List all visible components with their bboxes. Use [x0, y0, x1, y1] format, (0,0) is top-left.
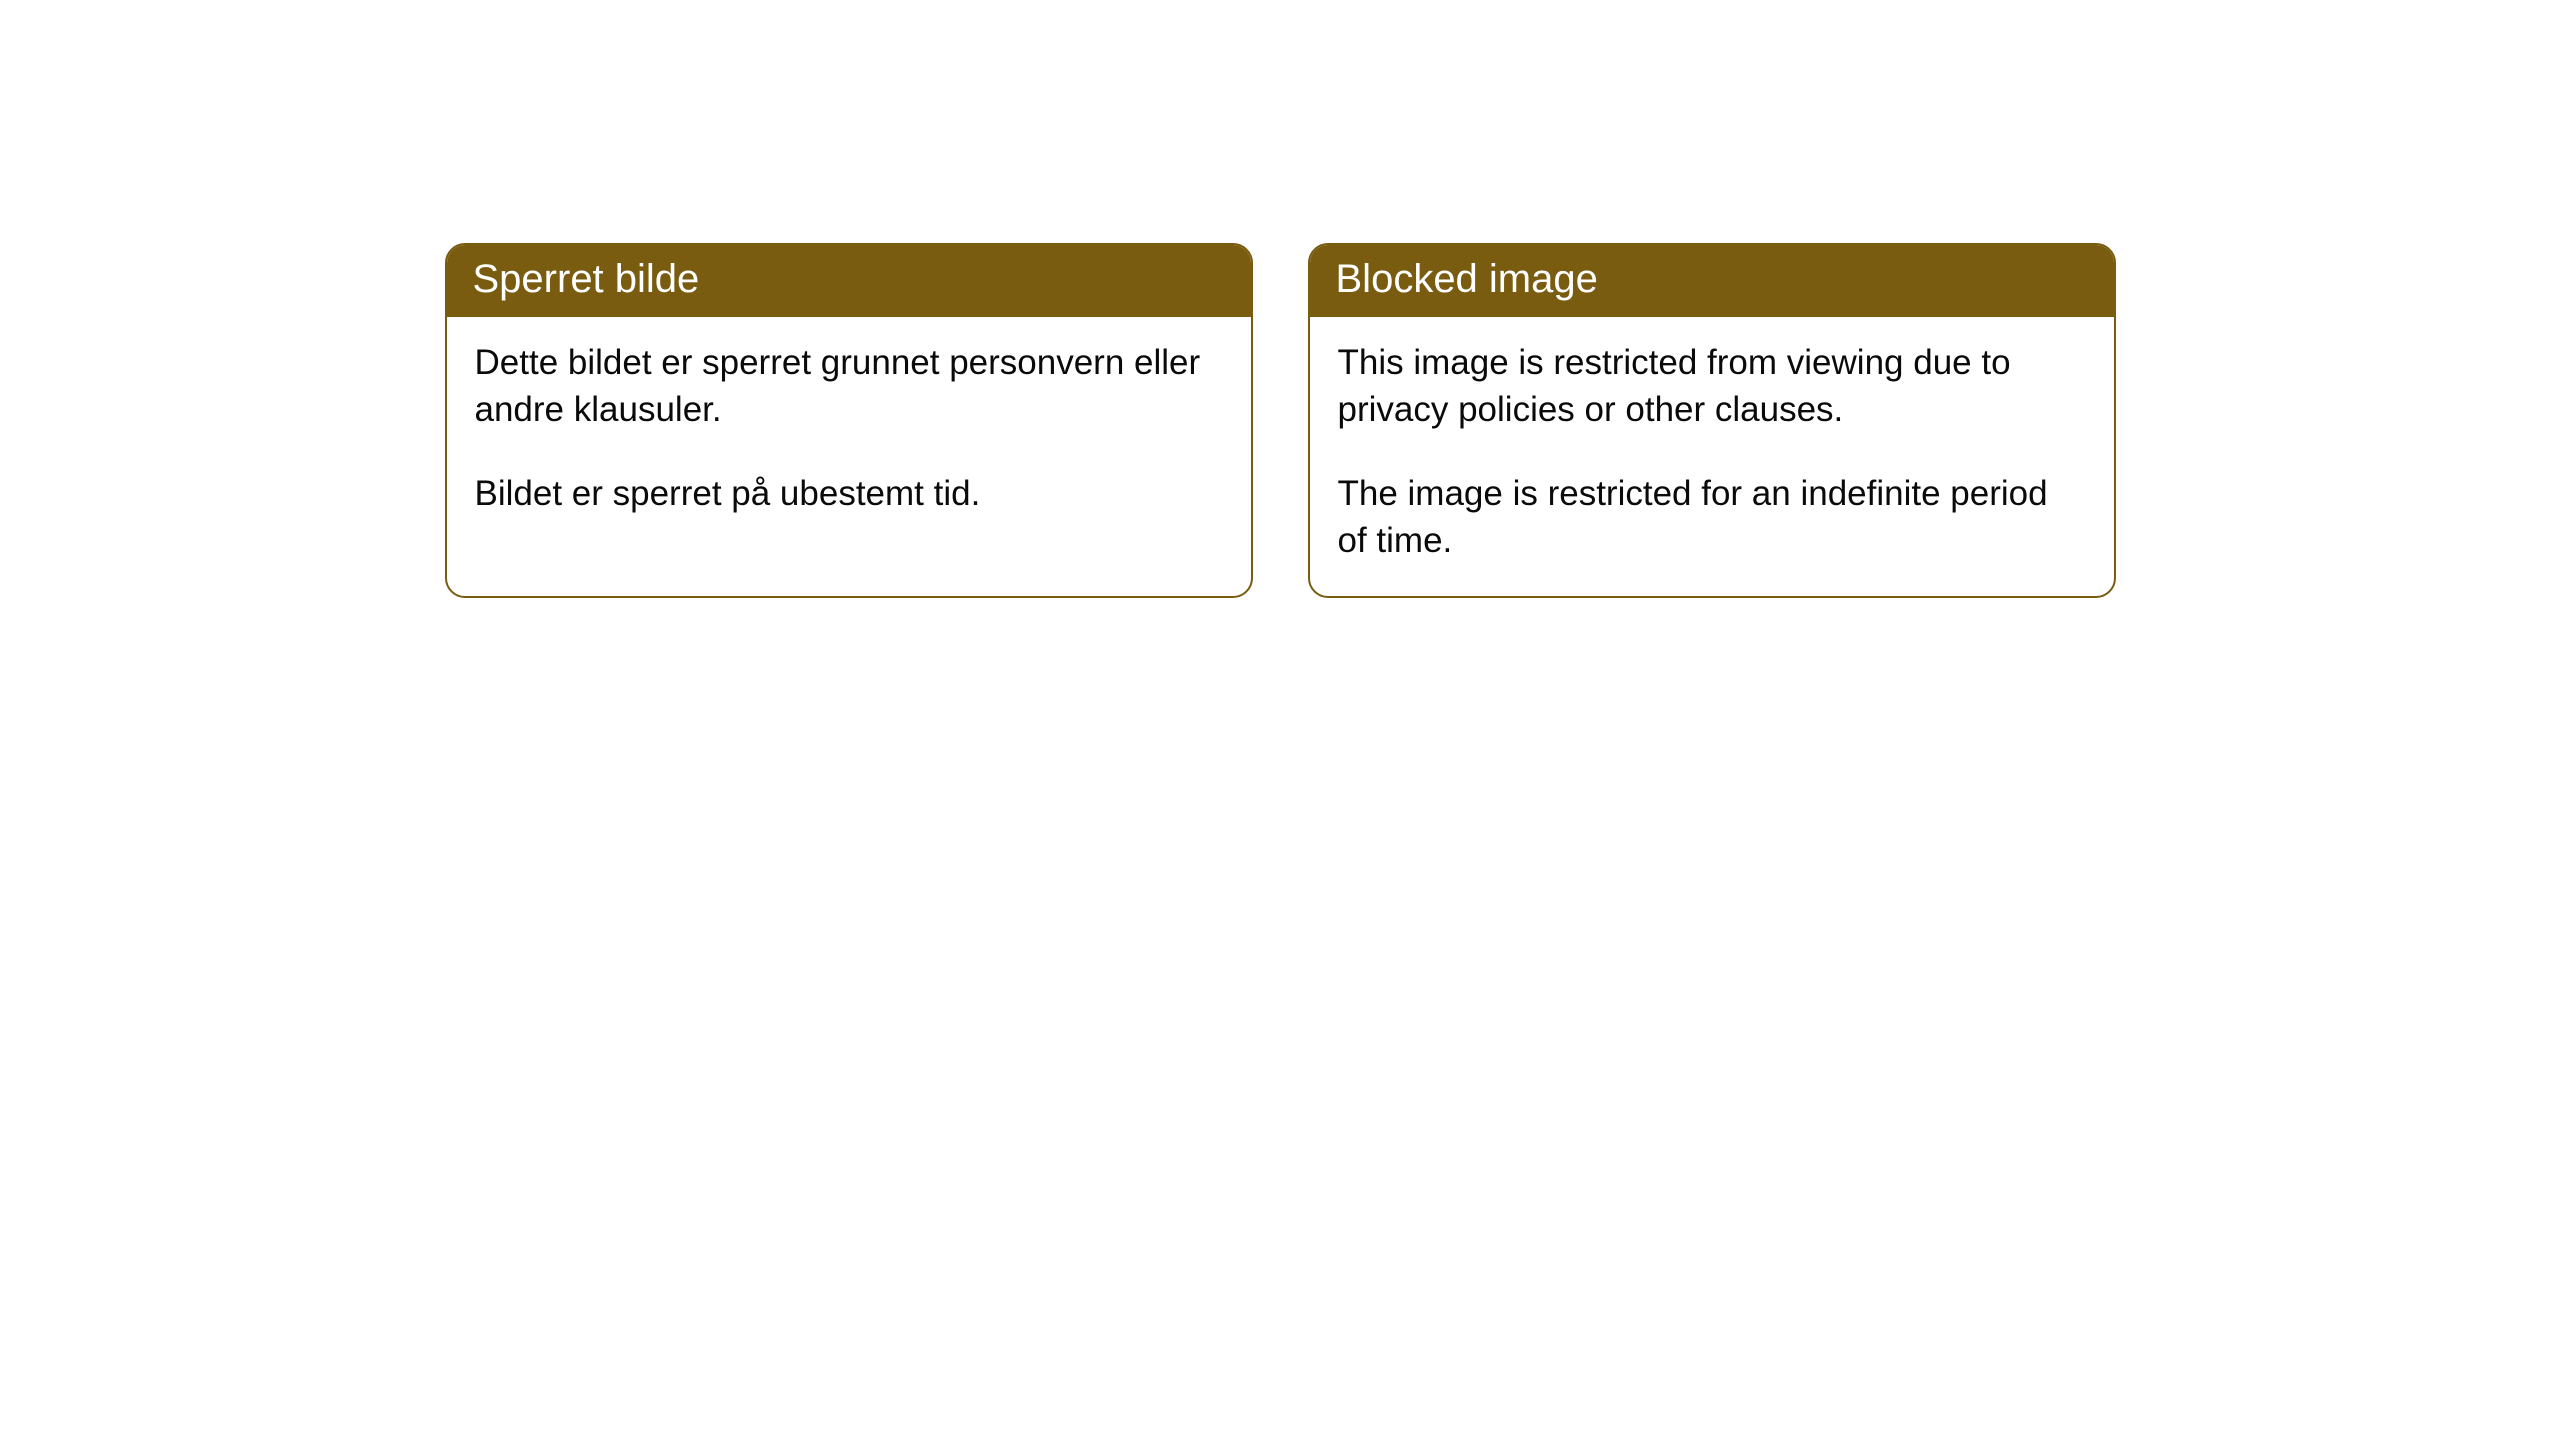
- card-paragraph: This image is restricted from viewing du…: [1338, 339, 2086, 434]
- card-header: Sperret bilde: [447, 245, 1251, 317]
- card-body: Dette bildet er sperret grunnet personve…: [447, 317, 1251, 549]
- card-title: Sperret bilde: [473, 257, 700, 301]
- blocked-image-card-norwegian: Sperret bilde Dette bildet er sperret gr…: [445, 243, 1253, 598]
- card-header: Blocked image: [1310, 245, 2114, 317]
- card-paragraph: The image is restricted for an indefinit…: [1338, 470, 2086, 565]
- card-paragraph: Bildet er sperret på ubestemt tid.: [475, 470, 1223, 517]
- card-title: Blocked image: [1336, 257, 1598, 301]
- blocked-image-card-english: Blocked image This image is restricted f…: [1308, 243, 2116, 598]
- card-paragraph: Dette bildet er sperret grunnet personve…: [475, 339, 1223, 434]
- card-body: This image is restricted from viewing du…: [1310, 317, 2114, 596]
